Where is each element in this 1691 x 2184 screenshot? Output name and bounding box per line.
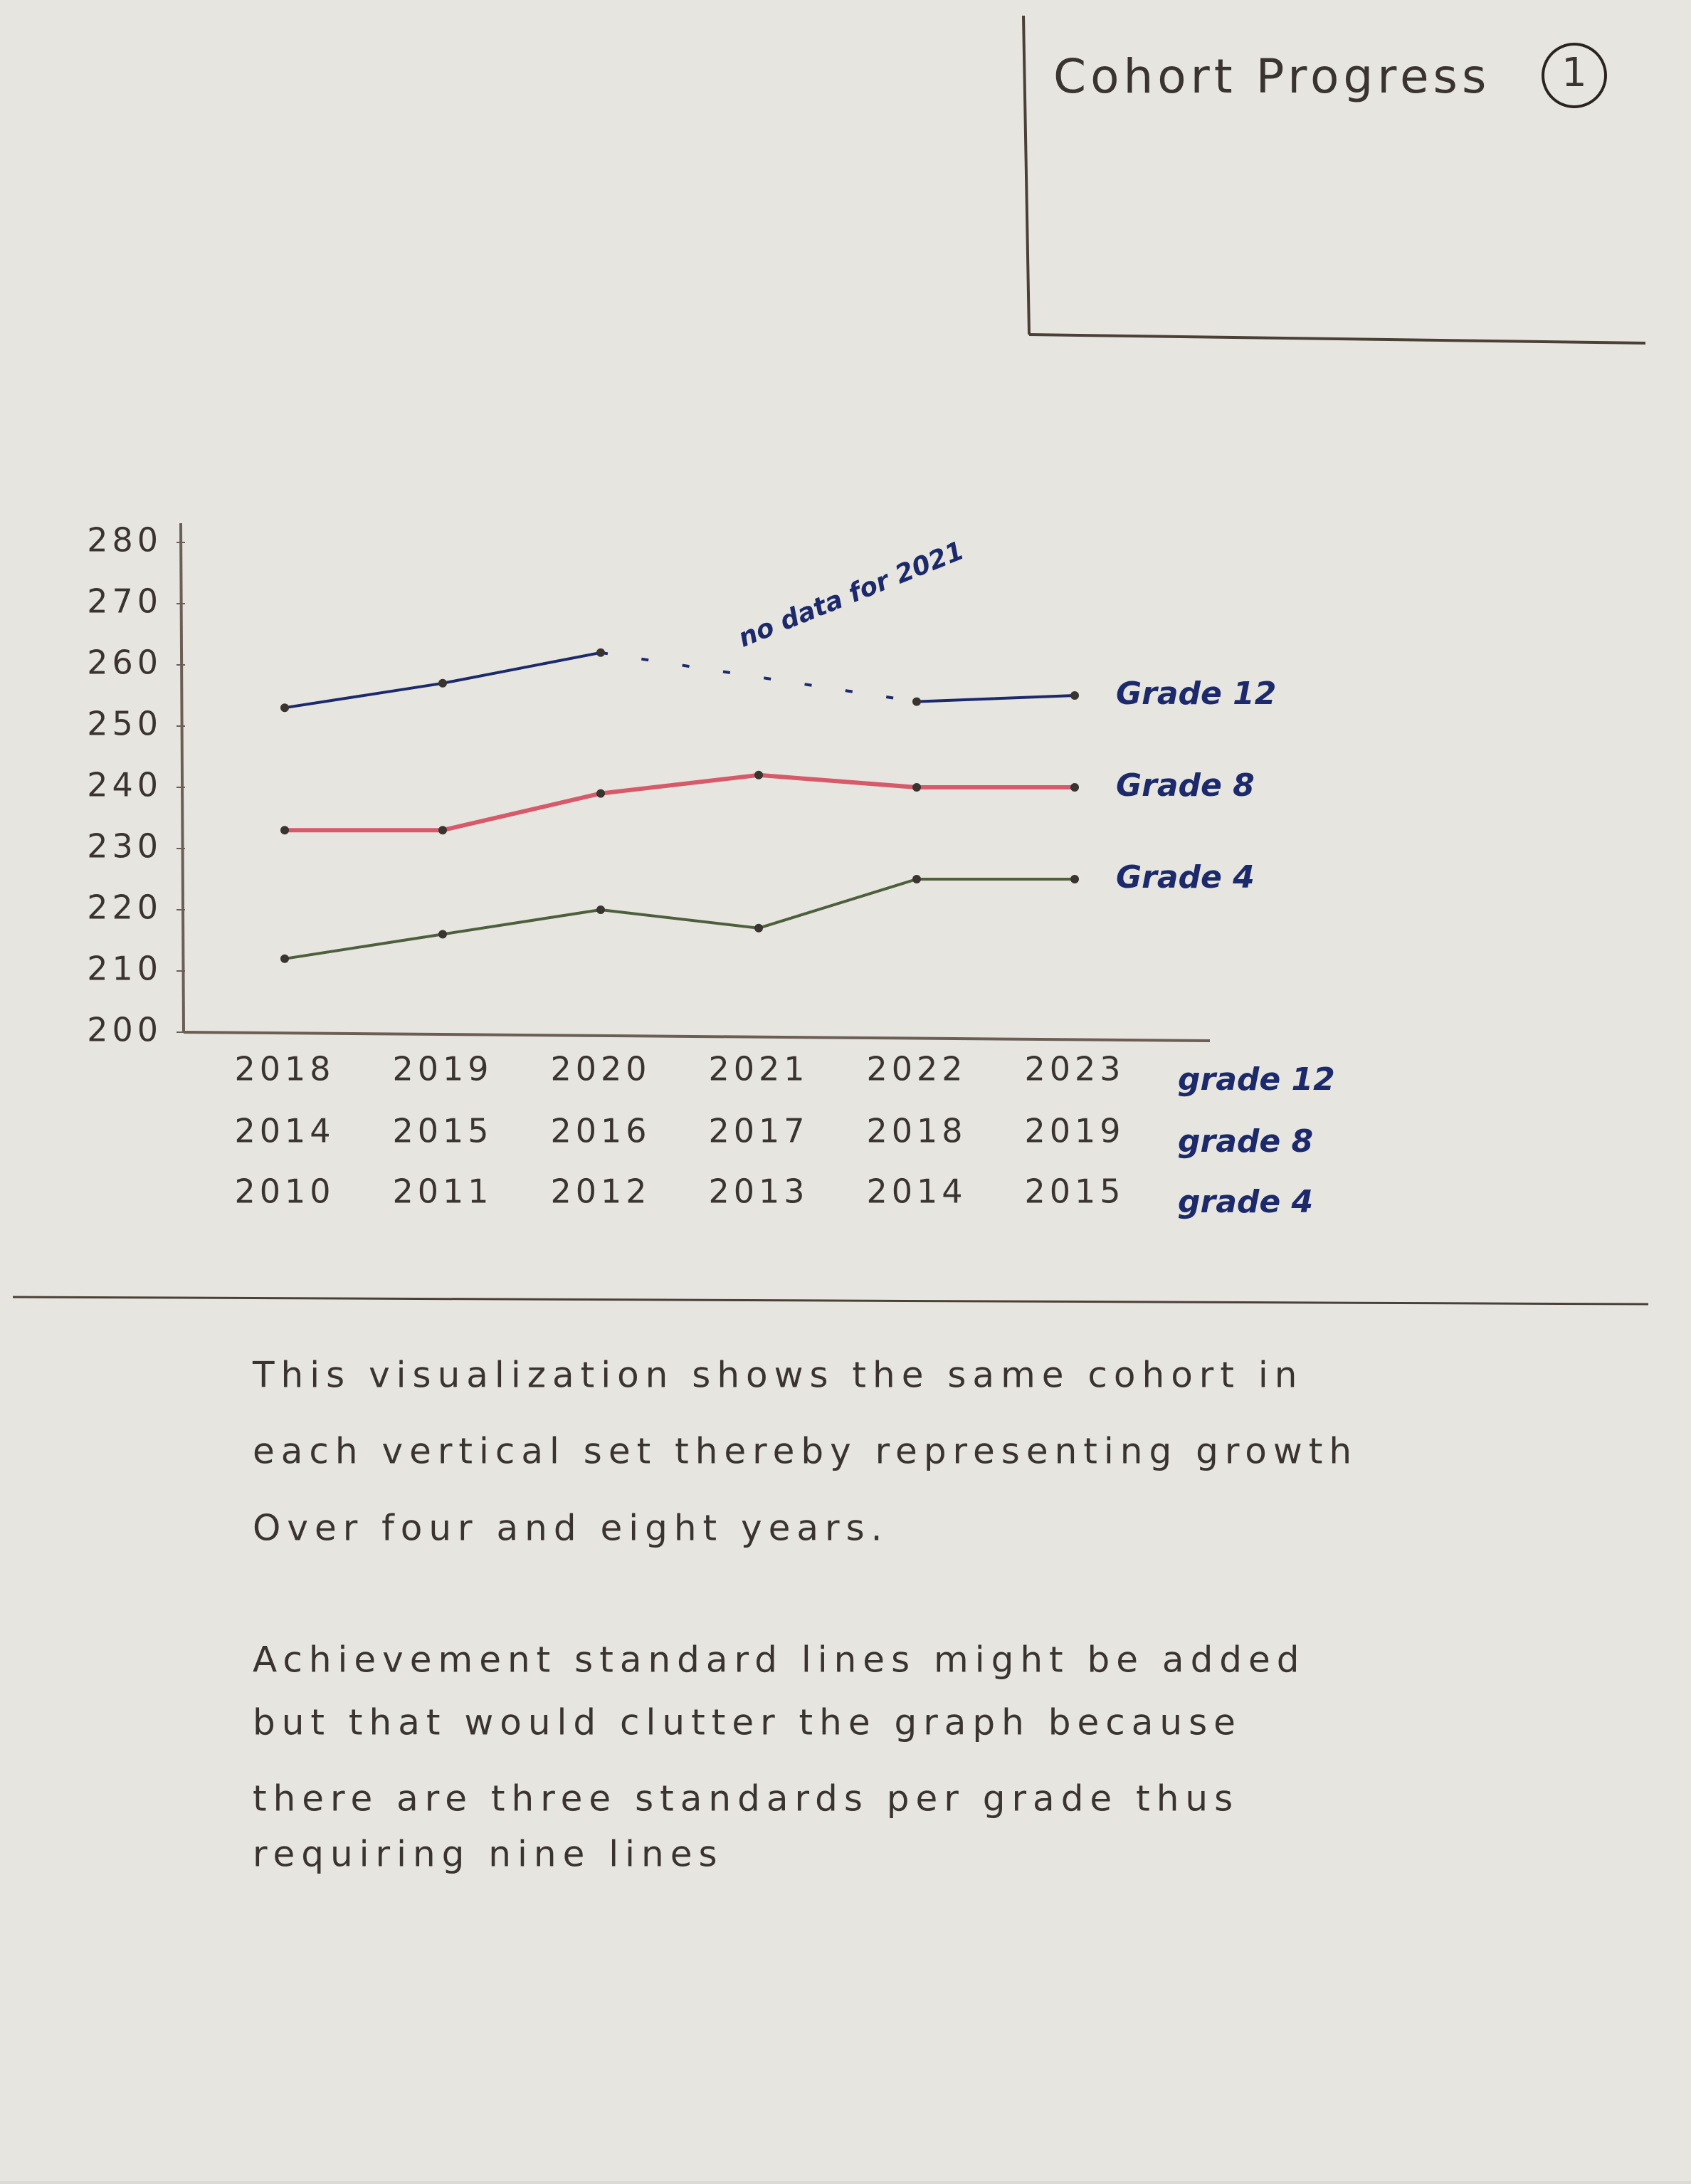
x-tick-label: 2012	[550, 1172, 650, 1211]
page-number: 1	[1561, 50, 1587, 96]
x-tick-label: 2019	[392, 1050, 492, 1088]
data-point	[912, 697, 921, 706]
data-point	[438, 930, 447, 939]
x-tick-label: 2015	[1024, 1172, 1124, 1211]
section-divider	[12, 1296, 1649, 1306]
data-point	[438, 826, 447, 835]
x-tick-label: 2013	[708, 1172, 808, 1211]
title-box-bottom	[1028, 333, 1646, 345]
x-tick-label: 2023	[1024, 1050, 1124, 1088]
y-tick-label: 240	[87, 766, 162, 804]
data-point	[438, 678, 447, 688]
series-label: Grade 4	[1116, 859, 1255, 896]
data-point	[912, 783, 921, 792]
y-tick-label: 260	[87, 644, 162, 682]
data-point	[280, 954, 289, 963]
y-axis	[179, 523, 185, 1033]
x-tick-label: 2020	[550, 1050, 650, 1088]
note-line: Over four and eight years.	[253, 1508, 889, 1549]
x-tick-label: 2021	[708, 1050, 808, 1088]
data-point	[596, 789, 605, 798]
series-line	[283, 772, 1077, 833]
x-axis	[183, 1031, 1211, 1042]
series-line	[283, 651, 1076, 710]
data-point	[1070, 691, 1079, 700]
series-line	[283, 878, 1076, 960]
x-tick-label: 2014	[234, 1112, 334, 1150]
data-point	[754, 770, 763, 779]
y-tick-label: 280	[87, 521, 162, 560]
x-row-label: grade 12	[1178, 1061, 1335, 1098]
data-point	[912, 875, 921, 883]
x-tick-label: 2017	[708, 1112, 808, 1150]
x-tick-label: 2018	[866, 1112, 966, 1150]
note-line: requiring nine lines	[253, 1834, 724, 1875]
y-tick-label: 210	[87, 950, 162, 988]
y-tick-label: 220	[87, 888, 162, 927]
series-label: Grade 12	[1116, 676, 1276, 712]
x-tick-label: 2014	[866, 1172, 966, 1211]
data-point	[596, 648, 605, 657]
annotation: no data for 2021	[734, 536, 969, 653]
x-tick-label: 2010	[234, 1172, 334, 1211]
note-line: each vertical set thereby representing g…	[253, 1431, 1358, 1472]
y-tick-label: 270	[87, 582, 162, 621]
data-point	[280, 826, 289, 835]
note-line: but that would clutter the graph because	[253, 1702, 1242, 1743]
y-tick-label: 200	[87, 1011, 162, 1049]
x-tick-label: 2022	[866, 1050, 966, 1088]
x-row-label: grade 8	[1178, 1123, 1313, 1160]
data-point	[280, 703, 289, 713]
data-point	[1070, 875, 1079, 883]
x-tick-label: 2019	[1024, 1112, 1124, 1150]
gap-bridge	[600, 651, 917, 703]
x-tick-label: 2015	[392, 1112, 492, 1150]
x-tick-label: 2011	[392, 1172, 492, 1211]
data-point	[754, 923, 763, 933]
note-line: there are three standards per grade thus	[253, 1778, 1239, 1820]
data-point	[596, 905, 605, 914]
title-box-left	[1022, 15, 1031, 335]
note-line: Achievement standard lines might be adde…	[253, 1639, 1306, 1681]
y-tick-label: 250	[87, 705, 162, 743]
series-label: Grade 8	[1116, 767, 1255, 804]
x-row-label: grade 4	[1178, 1184, 1313, 1220]
x-tick-label: 2016	[550, 1112, 650, 1150]
x-tick-label: 2018	[234, 1050, 334, 1088]
note-line: This visualization shows the same cohort…	[252, 1355, 1303, 1396]
y-tick-label: 230	[87, 827, 162, 866]
data-point	[1070, 783, 1079, 792]
page-title: Cohort Progress	[1053, 49, 1490, 104]
page-number-circle	[1542, 43, 1607, 108]
